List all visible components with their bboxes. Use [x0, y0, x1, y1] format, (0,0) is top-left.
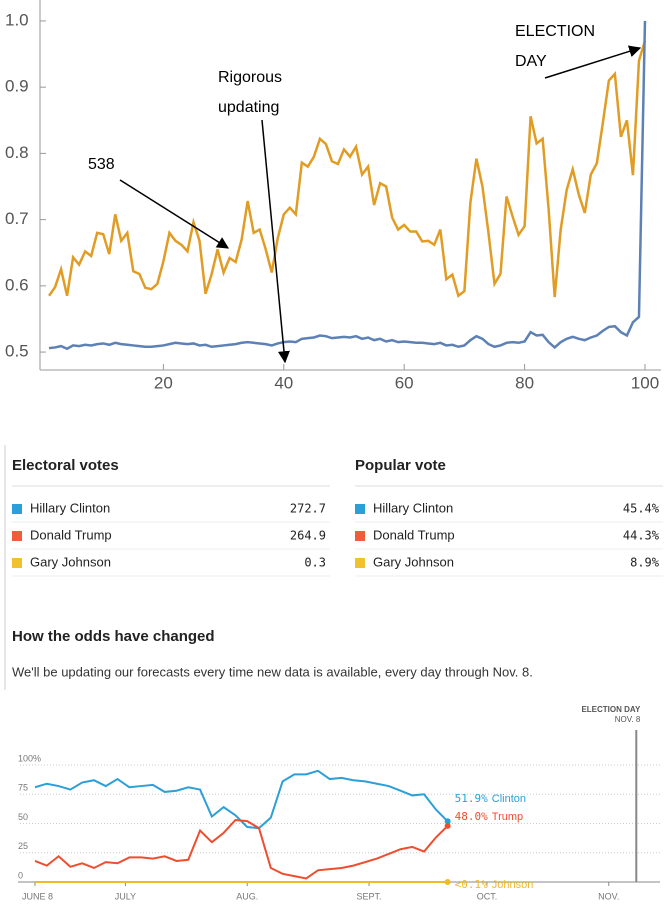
end-point	[444, 818, 451, 825]
x-tick-label: 40	[274, 373, 293, 392]
election-day-label: ELECTION DAY	[581, 705, 640, 714]
end-point	[444, 822, 451, 829]
y-tick-label: 50	[18, 812, 28, 822]
annotation: ELECTION	[515, 23, 595, 40]
row-label: Gary Johnson	[373, 554, 454, 569]
series-line	[47, 40, 647, 298]
row-value: 45.4%	[623, 502, 660, 516]
annotation-arrow	[544, 45, 642, 79]
y-tick-label: 0.8	[5, 143, 29, 162]
annotation: updating	[218, 99, 279, 116]
y-tick-label: 75	[18, 783, 28, 793]
row-value: 8.9%	[630, 556, 660, 570]
end-value: 51.9%	[455, 792, 488, 805]
x-tick-label: 20	[154, 373, 173, 392]
annotation-arrow	[261, 119, 290, 364]
y-tick-label: 1.0	[5, 10, 29, 29]
annotation: DAY	[515, 53, 547, 70]
end-label: <0.1% Johnson	[455, 878, 534, 891]
row-label: Gary Johnson	[30, 554, 111, 569]
annotation: Rigorous	[218, 69, 282, 86]
row-label: Donald Trump	[373, 527, 455, 542]
end-label: 48.0% Trump	[455, 810, 524, 823]
row-label: Hillary Clinton	[373, 500, 453, 515]
x-tick-label: 80	[515, 373, 534, 392]
x-tick-label: SEPT.	[357, 891, 382, 901]
legend-swatch	[12, 504, 22, 514]
row-value: 0.3	[304, 556, 326, 570]
y-tick-label: 100%	[18, 753, 41, 763]
legend-swatch	[355, 558, 365, 568]
y-tick-label: 0.6	[5, 275, 29, 294]
annotation: 538	[88, 156, 115, 173]
table-title: Popular vote	[355, 457, 446, 474]
end-value: 48.0%	[455, 810, 488, 823]
x-tick-label: AUG.	[236, 891, 258, 901]
section-subtitle: We'll be updating our forecasts every ti…	[12, 664, 533, 679]
series-line	[34, 818, 449, 880]
y-tick-label: 0.5	[5, 342, 29, 361]
legend-swatch	[355, 531, 365, 541]
section-title: How the odds have changed	[12, 628, 215, 645]
x-tick-label: JULY	[115, 891, 136, 901]
series-name: Clinton	[492, 793, 526, 805]
row-value: 264.9	[290, 529, 326, 543]
series-name: Johnson	[492, 879, 534, 891]
end-label: 51.9% Clinton	[455, 792, 526, 805]
y-tick-label: 0.9	[5, 77, 29, 96]
series-line	[48, 20, 647, 351]
annotation-arrow	[119, 179, 230, 249]
row-value: 272.7	[290, 502, 326, 516]
x-tick-label: JUNE 8	[22, 891, 53, 901]
row-label: Donald Trump	[30, 527, 112, 542]
series-name: Trump	[492, 811, 523, 823]
y-tick-label: 0	[18, 870, 23, 880]
row-label: Hillary Clinton	[30, 500, 110, 515]
x-tick-label: OCT.	[477, 891, 498, 901]
legend-swatch	[355, 504, 365, 514]
x-tick-label: 100	[631, 373, 659, 392]
table-title: Electoral votes	[12, 457, 119, 474]
y-tick-label: 25	[18, 841, 28, 851]
row-value: 44.3%	[623, 529, 660, 543]
x-tick-label: NOV.	[598, 891, 619, 901]
end-point	[444, 878, 451, 885]
legend-swatch	[12, 558, 22, 568]
legend-swatch	[12, 531, 22, 541]
end-value: <0.1%	[455, 878, 488, 891]
x-tick-label: 60	[395, 373, 414, 392]
y-tick-label: 0.7	[5, 209, 29, 228]
election-day-label: NOV. 8	[615, 715, 641, 724]
